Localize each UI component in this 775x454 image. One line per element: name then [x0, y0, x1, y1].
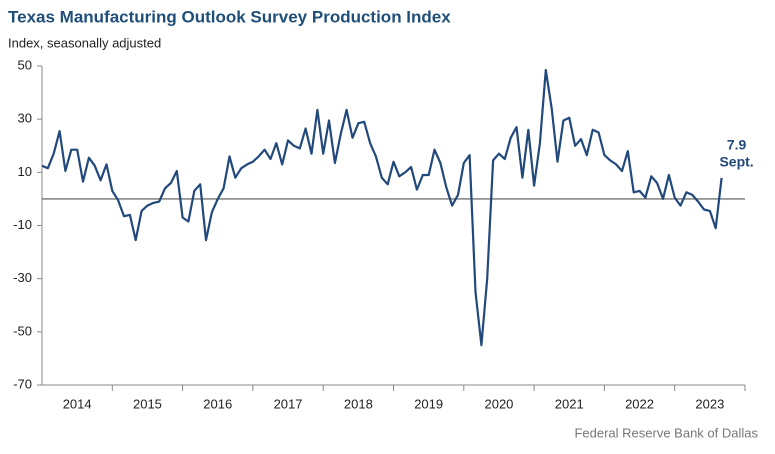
chart-title: Texas Manufacturing Outlook Survey Produ…: [8, 7, 451, 26]
x-tick-label: 2015: [133, 396, 162, 411]
subtitle: Index, seasonally adjusted: [8, 35, 161, 50]
value-label: 7.9: [727, 137, 747, 153]
x-tick-label: 2017: [274, 396, 303, 411]
source: Federal Reserve Bank of Dallas: [574, 425, 758, 440]
x-tick-label: 2021: [555, 396, 584, 411]
y-tick-label: -10: [13, 217, 32, 232]
x-tick-label: 2016: [203, 396, 232, 411]
y-tick-label: 30: [18, 111, 32, 126]
line: [41, 68, 723, 347]
x-tick-label: 2023: [695, 396, 724, 411]
x-tick-label: 2019: [414, 396, 443, 411]
x-tick-label: 2014: [63, 396, 92, 411]
y-tick-label: -30: [13, 270, 32, 285]
annotation: Sept.: [719, 154, 753, 170]
x-tick-label: 2022: [625, 396, 654, 411]
x-tick-label: 2020: [484, 396, 513, 411]
y-tick-label: 10: [18, 164, 32, 179]
x-tick-label: 2018: [344, 396, 373, 411]
y-tick-label: 50: [18, 57, 32, 72]
y-tick-label: -70: [13, 376, 32, 391]
y-tick-label: -50: [13, 323, 32, 338]
